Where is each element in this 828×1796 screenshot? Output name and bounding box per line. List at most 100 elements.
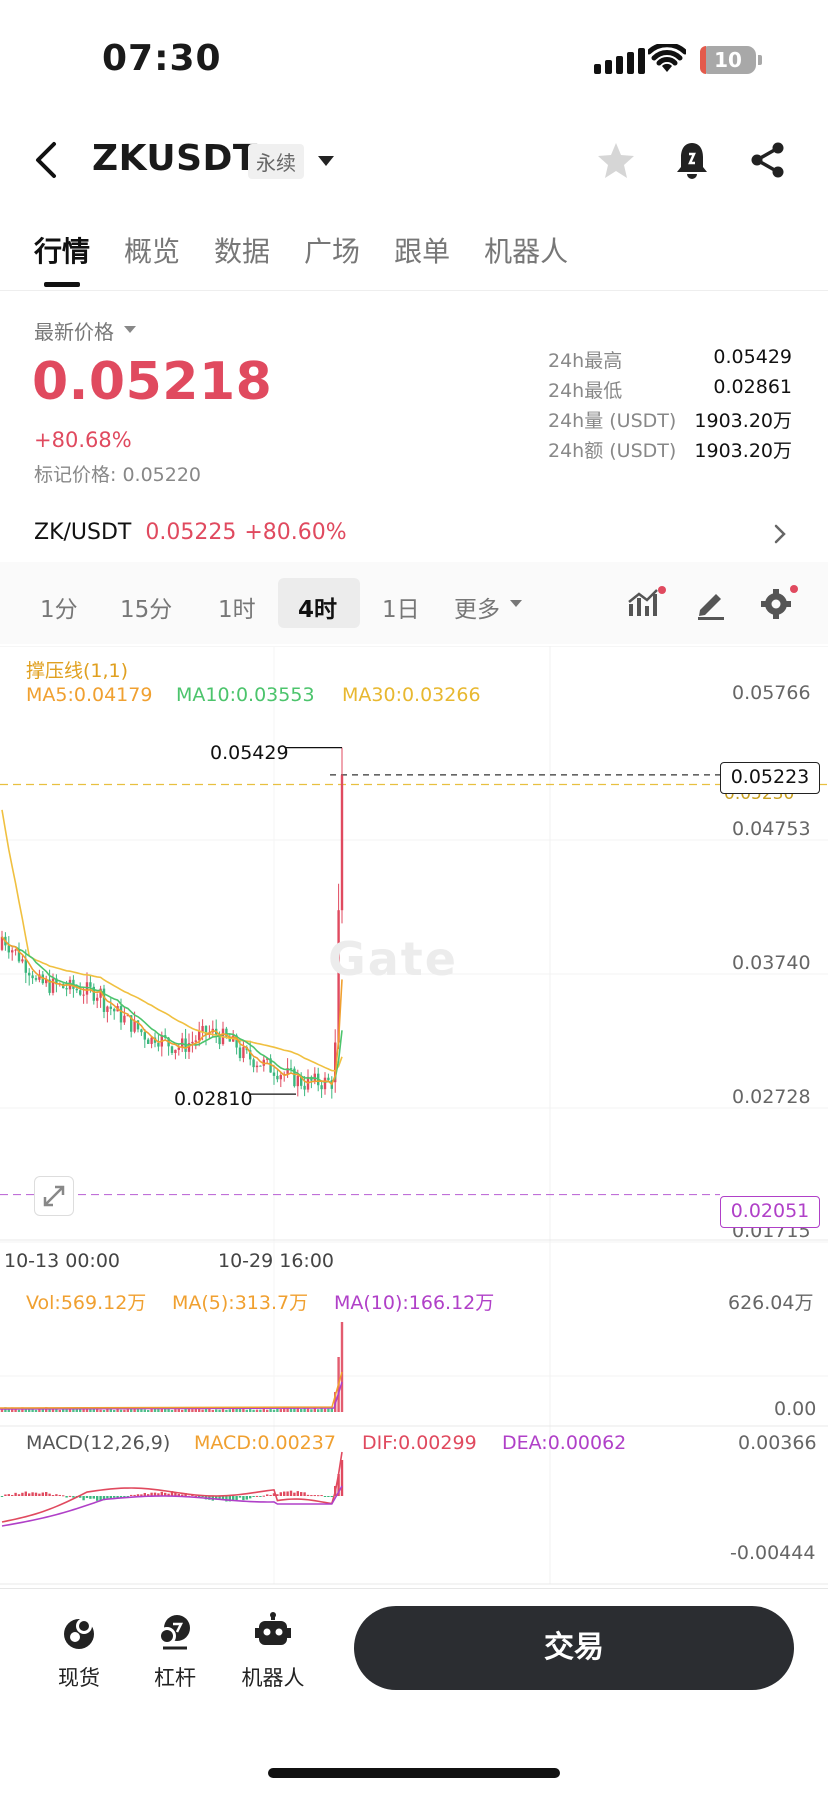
candle-body (235, 1035, 238, 1048)
timeframe-1h[interactable]: 1时 (218, 597, 256, 623)
timeframe-bar (0, 562, 828, 644)
macd-histogram-bar (313, 1495, 316, 1497)
macd-histogram-bar (133, 1494, 136, 1496)
timeframe-1d[interactable]: 1日 (382, 597, 420, 623)
macd-histogram-bar (17, 1494, 21, 1496)
volume-bar (269, 1409, 272, 1412)
ma10-line (1, 936, 343, 1084)
tab-overview[interactable]: 概览 (124, 235, 181, 268)
favorite-star-icon[interactable] (596, 140, 636, 180)
macd-histogram-bar (167, 1493, 170, 1496)
macd-histogram-bar (14, 1492, 17, 1496)
candle-body (198, 1031, 201, 1041)
macd-histogram-bar (82, 1496, 85, 1501)
chevron-right-icon[interactable] (772, 522, 788, 546)
macd-histogram-bar (255, 1495, 259, 1497)
timeframe-1m[interactable]: 1分 (40, 597, 78, 623)
more-dropdown-icon[interactable] (510, 600, 522, 607)
macd-histogram-bar (164, 1492, 167, 1496)
tab-bots[interactable]: 机器人 (484, 235, 569, 268)
candle-body (238, 1047, 242, 1059)
nav-leverage[interactable]: 杠杆 (130, 1612, 220, 1692)
volume-bar (48, 1407, 51, 1412)
spot-price: 0.05225 (145, 520, 237, 545)
volume-bar (68, 1408, 72, 1412)
latest-price-label[interactable]: 最新价格 (34, 320, 114, 344)
price-chart[interactable] (0, 646, 828, 1646)
volume-bar (286, 1408, 289, 1412)
macd-histogram-bar (130, 1494, 133, 1496)
volume-bar (41, 1408, 44, 1412)
price-alert-bell-icon[interactable] (672, 140, 712, 180)
fullscreen-button[interactable] (34, 1176, 74, 1216)
mark-price: 标记价格: 0.05220 (34, 464, 202, 486)
chart-settings-gear-icon[interactable] (760, 584, 800, 620)
divider (0, 290, 828, 291)
y-axis-label: 0.02728 (732, 1086, 811, 1108)
nav-robot[interactable]: 机器人 (228, 1612, 318, 1692)
macd-histogram-bar (136, 1494, 140, 1496)
support-price-tag[interactable]: 0.02051 (720, 1196, 820, 1228)
volume-bar (340, 1322, 344, 1412)
volume-bar (136, 1407, 140, 1412)
candle-body (177, 1047, 180, 1050)
macd-histogram-bar (72, 1496, 75, 1498)
share-icon[interactable] (748, 140, 788, 180)
volume-bar (330, 1407, 333, 1412)
macd-histogram-bar (300, 1492, 303, 1496)
volume-bar (177, 1408, 180, 1412)
volume-bar (164, 1408, 167, 1412)
tab-market[interactable]: 行情 (34, 235, 91, 268)
timeframe-more[interactable]: 更多 (454, 597, 500, 623)
candle-body (17, 949, 21, 962)
volume-bar (215, 1409, 218, 1412)
spot-icon (64, 1618, 94, 1649)
dea-value: DEA:0.00062 (502, 1432, 627, 1454)
high-price-marker: 0.05429 (210, 742, 289, 764)
macd-histogram-bar (306, 1494, 310, 1496)
pair-title[interactable]: ZKUSDT (92, 138, 258, 179)
pair-dropdown-icon[interactable] (318, 156, 334, 166)
candle-body (89, 982, 92, 987)
price-type-dropdown-icon[interactable] (124, 326, 136, 333)
x-axis-label: 10-13 00:00 (4, 1250, 121, 1272)
timeframe-4h[interactable]: 4时 (298, 597, 338, 623)
timeframe-15m[interactable]: 15分 (120, 597, 173, 623)
macd-histogram-bar (92, 1496, 95, 1499)
back-arrow-icon[interactable] (32, 140, 60, 180)
stat-24h-turnover: 24h额 (USDT) 1903.20万 (548, 440, 792, 462)
spot-pair-row[interactable]: ZK/USDT 0.05225 +80.60% (34, 520, 347, 545)
candle-body (293, 1068, 296, 1087)
tab-copy-trading[interactable]: 跟单 (394, 235, 451, 268)
indicators-icon[interactable] (626, 586, 666, 620)
macd-histogram-bar (62, 1495, 65, 1497)
candle-body (136, 1020, 140, 1030)
volume-ma10-legend: MA(10):166.12万 (334, 1292, 495, 1314)
tab-data[interactable]: 数据 (214, 235, 271, 268)
macd-histogram-bar (116, 1496, 119, 1499)
macd-histogram-bar (143, 1492, 146, 1496)
volume-bar (225, 1409, 228, 1412)
volume-ma5-line (0, 1371, 343, 1409)
volume-bar (289, 1408, 293, 1412)
macd-histogram-bar (28, 1493, 31, 1496)
candle-body (31, 975, 34, 979)
home-indicator[interactable] (268, 1768, 560, 1778)
candle-body (300, 1075, 303, 1086)
nav-spot[interactable]: 现货 (34, 1612, 124, 1692)
macd-histogram-bar (238, 1496, 242, 1498)
trade-button[interactable]: 交易 (354, 1606, 794, 1690)
macd-histogram-bar (181, 1494, 184, 1496)
macd-histogram-bar (153, 1492, 157, 1496)
macd-histogram-bar (283, 1491, 286, 1496)
macd-histogram-bar (232, 1496, 235, 1501)
tab-square[interactable]: 广场 (304, 235, 361, 268)
ma30-legend: MA30:0.03266 (342, 684, 481, 706)
current-price-tag[interactable]: 0.05223 (720, 762, 820, 794)
volume-ma5-legend: MA(5):313.7万 (172, 1292, 309, 1314)
macd-histogram-bar (157, 1493, 160, 1496)
perpetual-badge[interactable]: 永续 (248, 144, 304, 179)
draw-tool-icon[interactable] (694, 586, 728, 620)
candle-body (7, 945, 10, 953)
volume-bar (266, 1409, 269, 1412)
